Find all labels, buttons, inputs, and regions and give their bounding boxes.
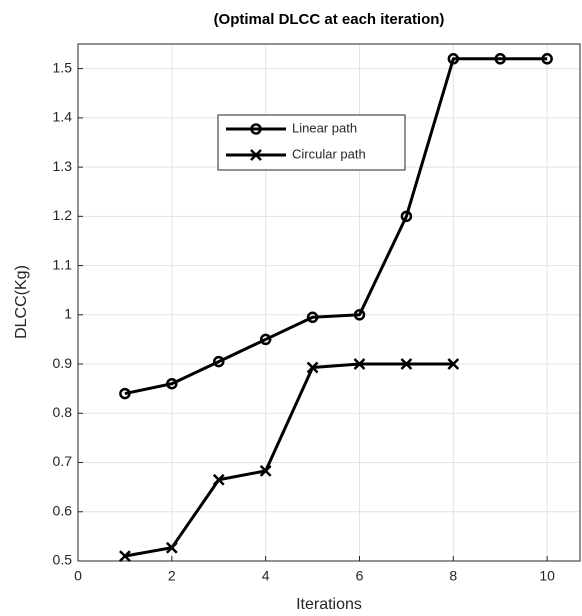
y-tick-label: 1 [64,306,72,322]
x-tick-label: 6 [356,568,364,584]
y-tick-label: 1.4 [53,109,73,125]
data-point [447,53,460,65]
y-tick-label: 0.9 [53,355,73,371]
x-tick-label: 4 [262,568,270,584]
data-point [353,309,366,321]
y-tick-label: 0.8 [53,404,73,420]
legend-label: Circular path [292,146,366,161]
chart-title: (Optimal DLCC at each iteration) [214,11,445,28]
data-point [212,355,225,368]
data-point [119,387,131,400]
x-axis-label: Iterations [296,596,362,613]
data-point [494,53,506,65]
axes-box [77,43,581,562]
series-line [124,362,454,558]
x-tick-label: 8 [449,568,457,584]
data-point [165,541,178,554]
y-tick-label: 1.3 [53,158,73,174]
series-line [124,57,548,396]
legend-marker [250,123,262,135]
data-point [259,333,272,346]
data-point [166,377,178,390]
data-point [353,358,366,370]
legend-box [217,114,406,171]
x-tick-label: 2 [168,568,176,584]
data-point [400,210,413,223]
legend: Linear path Circular path [217,114,406,171]
x-tick-label: 10 [539,568,555,584]
data-point [447,358,460,370]
y-axis-label: DLCC(Kg) [13,265,30,339]
y-tick-label: 1.1 [53,256,73,272]
y-tick-label: 0.5 [53,552,73,568]
data-point [400,358,413,370]
y-tick-label: 0.6 [53,502,73,518]
data-point [119,550,131,562]
x-tick-label: 0 [74,568,82,584]
y-tick-label: 1.2 [53,207,73,223]
data-point [259,465,272,477]
y-tick-label: 1.5 [53,59,73,75]
data-point [306,361,319,374]
data-point [541,53,553,65]
data-point [212,473,225,486]
data-point [306,311,319,324]
legend-marker [250,149,262,161]
legend-label: Linear path [292,120,357,135]
y-tick-label: 0.7 [53,453,73,469]
